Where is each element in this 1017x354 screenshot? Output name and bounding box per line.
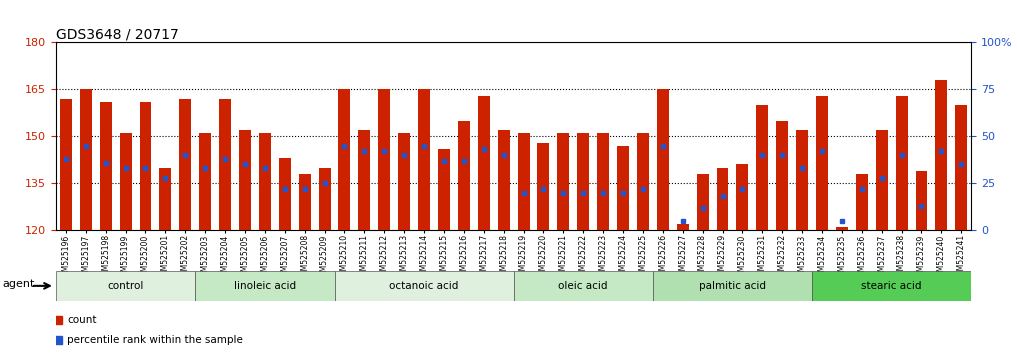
Bar [796,130,809,230]
Bar [139,102,152,230]
Bar [657,89,669,230]
Bar [836,227,848,230]
Bar [936,80,948,230]
Bar [518,133,530,230]
Bar [816,96,828,230]
Text: GDS3648 / 20717: GDS3648 / 20717 [56,27,179,41]
Bar [578,133,589,230]
Bar [514,271,653,301]
Bar [812,271,971,301]
Bar [876,130,888,230]
Bar [458,121,470,230]
Bar [597,133,609,230]
Bar [757,105,768,230]
Bar [399,133,410,230]
Bar [478,96,490,230]
Bar [60,99,72,230]
Bar [358,130,370,230]
Bar [776,121,788,230]
Text: oleic acid: oleic acid [558,281,608,291]
Bar [438,149,450,230]
Bar [335,271,514,301]
Bar [637,133,649,230]
Bar [299,174,310,230]
Bar [378,89,391,230]
Bar [736,164,749,230]
Bar [279,158,291,230]
Bar [120,133,131,230]
Bar [915,171,928,230]
Bar [418,89,430,230]
Bar [56,271,195,301]
Bar [653,271,812,301]
Text: stearic acid: stearic acid [861,281,921,291]
Bar [100,102,112,230]
Bar [219,99,231,230]
Text: count: count [67,315,97,325]
Text: linoleic acid: linoleic acid [234,281,296,291]
Bar [79,89,92,230]
Bar [676,224,689,230]
Text: palmitic acid: palmitic acid [699,281,766,291]
Bar [199,133,212,230]
Bar [617,146,629,230]
Bar [195,271,335,301]
Text: octanoic acid: octanoic acid [390,281,459,291]
Bar [697,174,709,230]
Bar [557,133,570,230]
Bar [318,167,331,230]
Text: agent: agent [3,279,36,289]
Text: control: control [108,281,143,291]
Text: percentile rank within the sample: percentile rank within the sample [67,335,243,345]
Bar [896,96,907,230]
Bar [339,89,351,230]
Bar [717,167,728,230]
Bar [160,167,171,230]
Bar [179,99,191,230]
Bar [239,130,251,230]
Bar [497,130,510,230]
Bar [856,174,868,230]
Bar [537,143,549,230]
Bar [955,105,967,230]
Bar [259,133,271,230]
